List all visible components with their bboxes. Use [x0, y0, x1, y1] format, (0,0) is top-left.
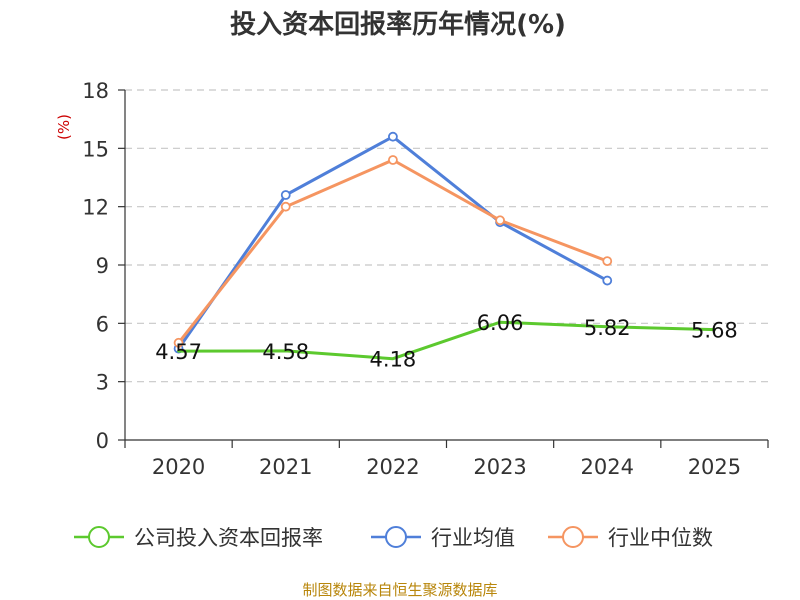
- x-tick-label: 2020: [152, 455, 205, 479]
- legend-label: 行业均值: [431, 526, 515, 550]
- y-axis-unit: (%): [55, 114, 73, 140]
- legend-marker: [385, 526, 407, 548]
- legend-item: 行业均值: [371, 526, 515, 550]
- legend-label: 行业中位数: [608, 526, 713, 550]
- series-line: [177, 320, 716, 361]
- y-tick-label: 0: [96, 429, 109, 453]
- y-tick-label: 18: [82, 79, 109, 103]
- x-tick-label: 2024: [581, 455, 634, 479]
- data-point: [280, 201, 291, 212]
- data-label: 5.68: [691, 319, 738, 343]
- axes: 0 3 6 9 12 15 18 2020 2021 2022 2023 2024 2025: [82, 79, 769, 479]
- data-label: 4.18: [370, 348, 417, 372]
- data-point: [495, 215, 505, 226]
- legend-marker: [562, 526, 584, 548]
- legend-marker: [88, 526, 110, 548]
- x-tick-label: 2022: [366, 455, 419, 479]
- grid-lines: [125, 89, 768, 383]
- x-tick-label: 2025: [688, 455, 741, 479]
- y-tick-label: 6: [96, 312, 109, 336]
- data-point: [280, 190, 291, 200]
- y-tick-label: 3: [96, 371, 109, 395]
- data-point: [388, 131, 398, 142]
- y-tick-label: 12: [82, 196, 109, 220]
- legend-label: 公司投入资本回报率: [134, 526, 323, 550]
- x-tick-label: 2023: [473, 455, 526, 479]
- legend-item: 公司投入资本回报率: [74, 526, 323, 550]
- chart-title: 投入资本回报率历年情况(%): [230, 9, 566, 40]
- data-point: [602, 275, 613, 286]
- data-label: 4.57: [155, 340, 202, 364]
- x-tick-label: 2021: [259, 455, 312, 479]
- data-point: [173, 337, 184, 348]
- source-note: 制图数据来自恒生聚源数据库: [302, 581, 497, 599]
- data-point: [602, 256, 613, 267]
- data-labels: 4.57 4.58 4.18 6.06 5.82 5.68: [155, 311, 738, 372]
- series-line: [177, 135, 609, 351]
- series-line: [177, 158, 609, 345]
- legend-item: 行业中位数: [548, 526, 713, 550]
- data-label: 4.58: [262, 340, 309, 364]
- y-tick-label: 9: [96, 254, 109, 278]
- data-point: [388, 155, 398, 165]
- data-label: 6.06: [477, 311, 524, 335]
- y-tick-label: 15: [82, 137, 109, 161]
- series-lines: [173, 131, 716, 361]
- legend: 公司投入资本回报率 行业均值 行业中位数: [74, 526, 713, 550]
- data-label: 5.82: [584, 316, 631, 340]
